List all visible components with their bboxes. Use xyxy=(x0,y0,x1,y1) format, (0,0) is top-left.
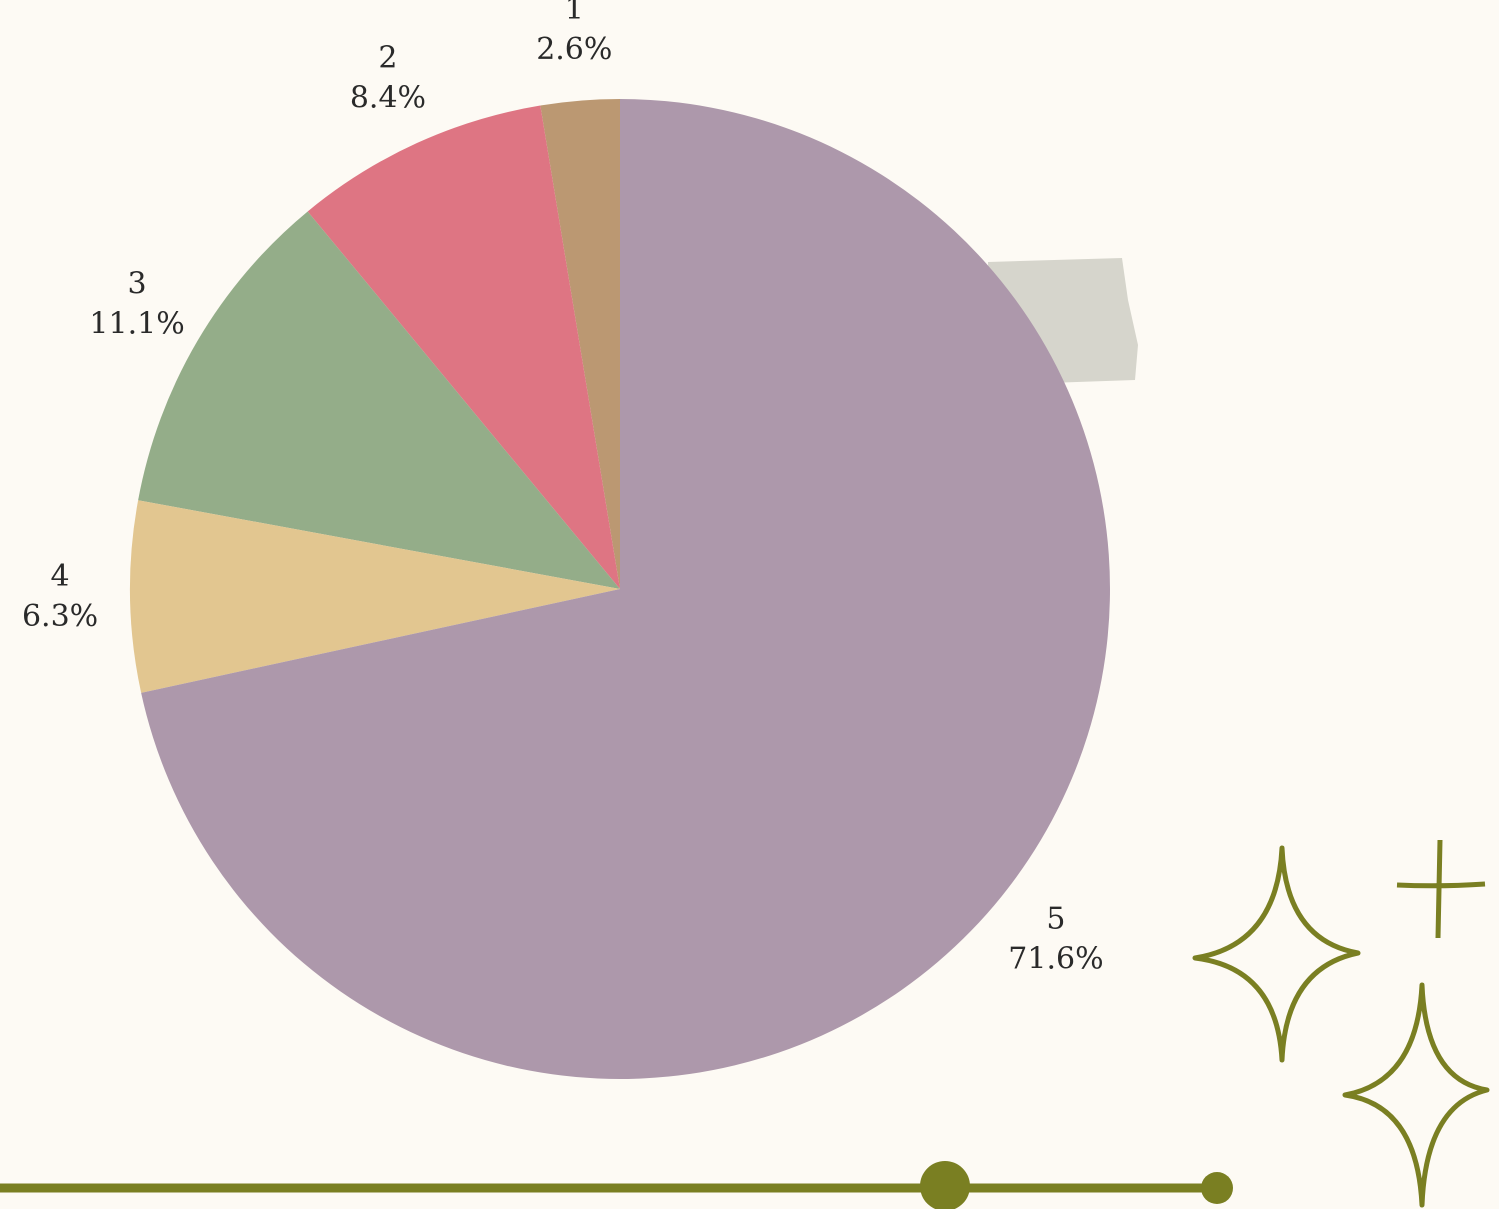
slice-value-label: 11.1% xyxy=(89,306,184,341)
slice-category: 5 xyxy=(1046,902,1065,937)
slice-value-label: 8.4% xyxy=(350,80,426,115)
dot xyxy=(1201,1172,1233,1204)
page: 12.6%28.4%311.1%46.3%571.6% (() => { con… xyxy=(0,0,1499,1209)
slice-category: 1 xyxy=(565,0,584,27)
slice-category: 4 xyxy=(51,559,70,594)
pie xyxy=(130,99,1110,1079)
slice-value-label: 71.6% xyxy=(1008,942,1103,977)
chart: 1 2.6% 2 8.4% 3 11.1% 4 6.3% 5 71.6% xyxy=(0,0,1499,1209)
slice-category: 3 xyxy=(128,266,147,301)
slice-value-label: 2.6% xyxy=(536,32,612,67)
slice-category: 2 xyxy=(378,40,397,75)
slice-value-label: 6.3% xyxy=(22,599,98,634)
dot xyxy=(920,1161,970,1209)
